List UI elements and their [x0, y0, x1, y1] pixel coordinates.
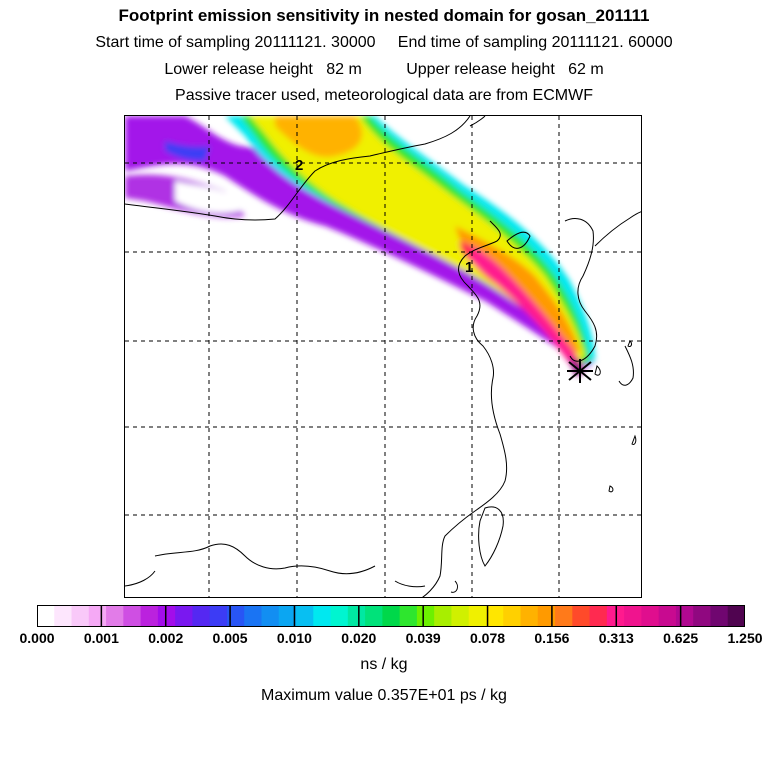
colorbar-swatch	[54, 605, 73, 627]
colorbar-swatch	[261, 605, 280, 627]
colorbar-swatch	[710, 605, 729, 627]
colorbar-swatch	[503, 605, 522, 627]
colorbar-swatch	[123, 605, 142, 627]
colorbar-tick-label: 0.002	[148, 630, 184, 646]
colorbar-swatch	[589, 605, 608, 627]
colorbar-tick-label: 0.156	[534, 630, 570, 646]
colorbar-swatch	[399, 605, 418, 627]
trajectory-label-2: 2	[295, 157, 303, 174]
release-height-line: Lower release height 82 m Upper release …	[164, 61, 604, 78]
maximum-value-line: Maximum value 0.357E+01 ps / kg	[261, 687, 507, 704]
colorbar-swatch	[71, 605, 90, 627]
colorbar-swatch	[347, 605, 366, 627]
colorbar-tick-label: 0.000	[19, 630, 55, 646]
colorbar-swatch	[382, 605, 401, 627]
colorbar-swatch	[37, 605, 55, 627]
colorbar	[37, 605, 745, 627]
colorbar-swatch	[278, 605, 297, 627]
colorbar-swatch	[693, 605, 712, 627]
colorbar-swatch	[658, 605, 677, 627]
colorbar-swatch	[88, 605, 107, 627]
colorbar-swatch	[641, 605, 660, 627]
colorbar-swatch	[175, 605, 194, 627]
colorbar-tick-label: 0.625	[663, 630, 699, 646]
colorbar-swatch	[416, 605, 435, 627]
colorbar-swatch	[520, 605, 539, 627]
colorbar-swatch	[226, 605, 245, 627]
map-canvas: 2 1	[125, 116, 641, 597]
colorbar-swatch	[140, 605, 159, 627]
plot-title: Footprint emission sensitivity in nested…	[118, 6, 650, 25]
colorbar-swatch	[330, 605, 349, 627]
sampling-time-line: Start time of sampling 20111121. 30000 E…	[95, 34, 673, 51]
colorbar-swatch	[209, 605, 228, 627]
colorbar-tick-label: 0.078	[470, 630, 506, 646]
colorbar-swatch	[555, 605, 573, 627]
colorbar-swatch	[572, 605, 591, 627]
coastlines	[125, 116, 641, 597]
colorbar-tick-label: 0.010	[276, 630, 312, 646]
colorbar-swatch	[106, 605, 124, 627]
trajectory-label-1: 1	[465, 259, 473, 276]
footprint-map: 2 1	[124, 115, 642, 598]
colorbar-swatch	[244, 605, 263, 627]
colorbar-tick-label: 0.020	[341, 630, 377, 646]
colorbar-swatch	[675, 605, 694, 627]
star-icon	[567, 359, 593, 383]
colorbar-swatch	[468, 605, 487, 627]
colorbar-tick-label: 1.250	[727, 630, 763, 646]
colorbar-swatch	[451, 605, 470, 627]
colorbar-tick-label: 0.005	[212, 630, 248, 646]
colorbar-frame	[37, 605, 745, 627]
colorbar-swatch	[434, 605, 453, 627]
colorbar-swatch	[313, 605, 332, 627]
colorbar-swatch	[624, 605, 642, 627]
lat-lon-grid	[125, 116, 641, 597]
colorbar-swatch	[157, 605, 176, 627]
colorbar-swatch	[296, 605, 314, 627]
colorbar-tick-label: 0.001	[83, 630, 119, 646]
colorbar-swatch	[365, 605, 383, 627]
colorbar-swatch	[727, 605, 745, 627]
colorbar-unit: ns / kg	[360, 656, 408, 673]
footprint-plume	[125, 116, 595, 376]
colorbar-swatch	[192, 605, 211, 627]
colorbar-tick-label: 0.313	[598, 630, 634, 646]
colorbar-swatch	[537, 605, 556, 627]
colorbar-tick-label: 0.039	[405, 630, 441, 646]
tracer-info-line: Passive tracer used, meteorological data…	[175, 87, 593, 104]
colorbar-swatch	[485, 605, 504, 627]
